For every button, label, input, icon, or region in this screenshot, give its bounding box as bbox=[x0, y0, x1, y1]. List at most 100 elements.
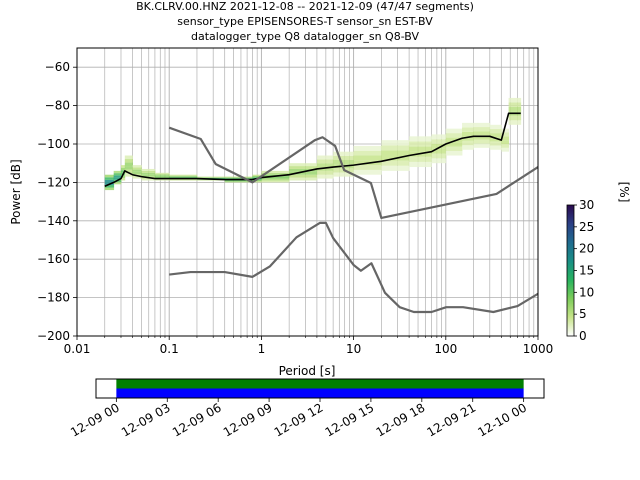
density-cell bbox=[409, 146, 432, 152]
noise-lines bbox=[104, 112, 538, 314]
density-cell bbox=[462, 145, 474, 150]
density-cell bbox=[124, 155, 133, 160]
density-cell bbox=[120, 167, 126, 171]
density-cell bbox=[252, 176, 262, 178]
coverage-band bbox=[116, 379, 524, 389]
coverage-band bbox=[116, 388, 524, 398]
density-cell bbox=[113, 175, 122, 178]
density-cell bbox=[409, 141, 432, 147]
plot-frame bbox=[76, 47, 539, 337]
x-tick-label: 0.01 bbox=[64, 342, 91, 356]
density-cell bbox=[508, 120, 518, 125]
density-cell bbox=[132, 167, 142, 170]
density-cell bbox=[445, 137, 463, 143]
density-cell bbox=[132, 176, 142, 179]
density-cell bbox=[381, 145, 410, 151]
density-cell bbox=[316, 155, 334, 160]
density-cell bbox=[353, 150, 382, 156]
density-cell bbox=[113, 170, 122, 174]
density-cell bbox=[508, 102, 518, 107]
density-cell bbox=[489, 124, 502, 129]
x-axis-ticks: 0.01 0.1 1 10 100 1000 bbox=[64, 336, 553, 356]
density-cell bbox=[289, 163, 318, 167]
colorbar-gradient bbox=[566, 204, 575, 337]
x-tick-label: 0.1 bbox=[160, 342, 179, 356]
density-cell bbox=[104, 184, 115, 188]
density-cell bbox=[261, 180, 290, 183]
density-cell bbox=[431, 134, 447, 140]
density-cell bbox=[124, 169, 133, 174]
colorbar-tick-label: 15 bbox=[579, 264, 594, 278]
density-cell bbox=[489, 141, 502, 146]
density-cell bbox=[517, 97, 522, 103]
density-cell bbox=[489, 145, 502, 150]
colorbar-tick-label: 5 bbox=[579, 307, 587, 321]
density-cell bbox=[224, 181, 253, 183]
y-tick-label: −80 bbox=[45, 99, 70, 113]
density-cell bbox=[462, 127, 474, 132]
density-cell bbox=[353, 169, 382, 175]
density-cell bbox=[252, 174, 262, 176]
density-cell bbox=[462, 122, 474, 128]
coverage-tick-label: 12-09 21 bbox=[425, 400, 479, 439]
density-cell bbox=[333, 160, 354, 165]
mode-line bbox=[104, 112, 521, 187]
noise-model-low-line bbox=[169, 221, 538, 314]
density-cell bbox=[445, 133, 463, 138]
y-tick-label: −120 bbox=[37, 175, 70, 189]
coverage-tick-label: 12-09 18 bbox=[374, 400, 428, 439]
noise-model-high-line bbox=[168, 126, 538, 220]
density-cell bbox=[445, 128, 463, 134]
density-cell bbox=[517, 106, 522, 112]
density-cell bbox=[289, 171, 318, 175]
density-cell bbox=[104, 174, 115, 178]
density-cell bbox=[473, 143, 491, 148]
density-cell bbox=[445, 142, 463, 147]
density-cell bbox=[333, 155, 354, 160]
density-cell bbox=[316, 163, 334, 168]
density-cell bbox=[445, 146, 463, 152]
density-cell bbox=[445, 151, 463, 156]
density-cell bbox=[501, 144, 510, 148]
density-cell bbox=[113, 182, 122, 185]
density-cell bbox=[333, 172, 354, 177]
colorbar-tick-label: 25 bbox=[579, 220, 594, 234]
density-cell bbox=[104, 177, 115, 180]
density-cell bbox=[154, 176, 170, 178]
density-cell bbox=[124, 159, 133, 163]
density-cell bbox=[431, 144, 447, 149]
coverage-tick-label: 12-09 00 bbox=[68, 400, 122, 439]
density-cell bbox=[381, 150, 410, 156]
coverage-tick-label: 12-09 09 bbox=[221, 400, 275, 439]
density-cell bbox=[154, 179, 170, 181]
density-cell bbox=[431, 158, 447, 164]
density-cell bbox=[517, 120, 522, 125]
density-cell bbox=[431, 153, 447, 159]
density-cell bbox=[473, 127, 491, 132]
density-cell bbox=[501, 140, 510, 144]
density-cell bbox=[104, 187, 115, 191]
coverage-tick-label: 12-10 00 bbox=[475, 400, 529, 439]
y-tick-label: −60 bbox=[45, 60, 70, 74]
y-tick-label: −200 bbox=[37, 329, 70, 343]
plot-background bbox=[77, 48, 538, 336]
density-cell bbox=[353, 165, 382, 170]
density-cell bbox=[501, 132, 510, 137]
density-cell bbox=[196, 177, 226, 179]
x-tick-label: 10 bbox=[346, 342, 361, 356]
density-cell bbox=[154, 174, 170, 176]
density-cell bbox=[196, 176, 226, 178]
density-cell bbox=[261, 172, 290, 175]
density-cell bbox=[169, 174, 198, 176]
density-cell bbox=[473, 122, 491, 128]
density-cell bbox=[120, 170, 126, 173]
density-cell bbox=[154, 172, 170, 175]
density-cell bbox=[141, 174, 156, 177]
colorbar-tick-label: 0 bbox=[579, 329, 587, 343]
density-cell bbox=[508, 115, 518, 121]
coverage-tick-label: 12-09 03 bbox=[119, 400, 173, 439]
title-line-2: sensor_type EPISENSORES-T sensor_sn EST-… bbox=[177, 15, 433, 28]
